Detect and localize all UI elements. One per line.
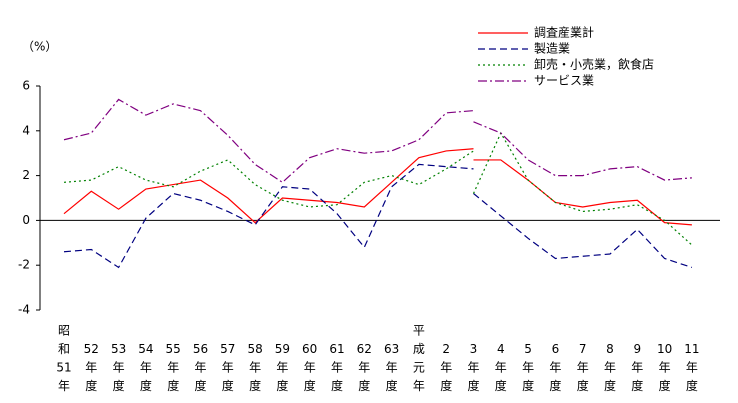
- x-tick-label: 2 年度: [440, 342, 452, 393]
- series-line: [63, 163, 474, 269]
- x-tick-label: 4 年度: [495, 342, 507, 393]
- series-line: [63, 150, 474, 208]
- series-line: [63, 148, 474, 224]
- x-tick-label: 10 年度: [657, 342, 672, 393]
- x-tick-label: 54 年度: [138, 342, 153, 393]
- x-tick-label: 61 年度: [329, 342, 344, 393]
- x-tick-label: 平成元年: [413, 323, 425, 393]
- x-tick-label: 11 年度: [684, 342, 699, 393]
- series-line: [473, 159, 692, 226]
- x-tick-label: 60 年度: [302, 342, 317, 393]
- x-tick-label: 7 年度: [577, 342, 589, 393]
- legend-label: サービス業: [534, 74, 594, 88]
- x-tick-label: 9 年度: [631, 342, 643, 393]
- x-tick-label: 59 年度: [275, 342, 290, 393]
- x-tick-label: 昭和 51 年: [56, 323, 71, 393]
- legend-label: 調査産業計: [534, 25, 594, 40]
- x-tick-label: 58 年度: [247, 342, 262, 393]
- y-tick-label: 0: [22, 213, 30, 227]
- x-tick-label: 55 年度: [166, 342, 181, 393]
- legend-label: 製造業: [534, 42, 570, 56]
- x-tick-label: 5 年度: [522, 342, 534, 393]
- series-line: [473, 121, 692, 181]
- y-tick-label: -4: [18, 303, 30, 317]
- y-tick-label: 4: [22, 123, 30, 137]
- series-line: [63, 98, 474, 184]
- x-tick-label: 3 年度: [467, 342, 479, 393]
- x-tick-label: 6 年度: [549, 342, 561, 393]
- y-tick-label: -2: [18, 258, 30, 272]
- x-tick-label: 57 年度: [220, 342, 235, 393]
- x-tick-label: 56 年度: [193, 342, 208, 393]
- legend-label: 卸売・小売業，飲食店: [534, 57, 654, 72]
- series-line: [472, 131, 693, 246]
- y-tick-label: 6: [22, 79, 30, 93]
- x-tick-label: 63 年度: [384, 342, 399, 393]
- series-line: [473, 193, 693, 269]
- x-tick-label: 62 年度: [357, 342, 372, 393]
- x-tick-label: 8 年度: [604, 342, 616, 393]
- y-tick-label: 2: [22, 168, 30, 182]
- y-unit: （%）: [22, 40, 57, 54]
- x-tick-label: 53 年度: [111, 342, 126, 393]
- x-tick-label: 52 年度: [84, 342, 99, 393]
